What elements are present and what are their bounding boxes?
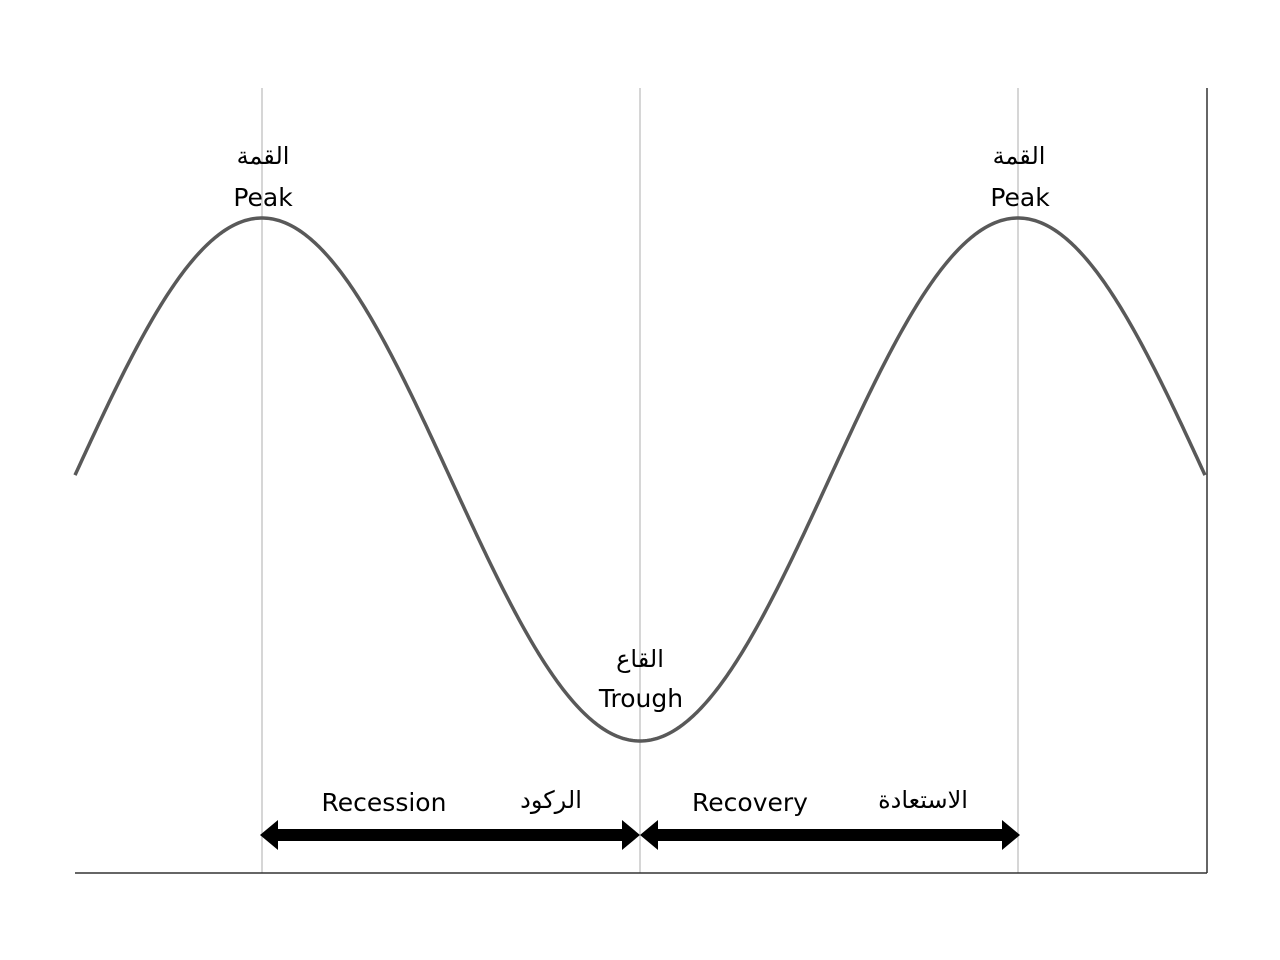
peak-arabic: القمة [237,142,290,170]
peak-label: Peak [233,183,293,212]
recession-arrow [260,820,640,850]
phase-arabic: الاستعادة [878,786,968,814]
arrow-shaft [276,829,626,841]
peak-arabic: القمة [993,142,1046,170]
peak-label: Peak [990,183,1050,212]
cycle-curve [73,216,1207,743]
arrow-head [1002,820,1020,850]
arrow-head [622,820,640,850]
recovery-arrow [640,820,1020,850]
trough-arabic: القاع [616,645,664,673]
arrow-head [640,820,658,850]
phase-arabic: الركود [520,786,582,814]
phase-label: Recession [322,788,447,817]
trough-label: Trough [598,684,683,713]
arrow-shaft [654,829,1004,841]
arrow-head [260,820,278,850]
phase-label: Recovery [692,788,808,817]
